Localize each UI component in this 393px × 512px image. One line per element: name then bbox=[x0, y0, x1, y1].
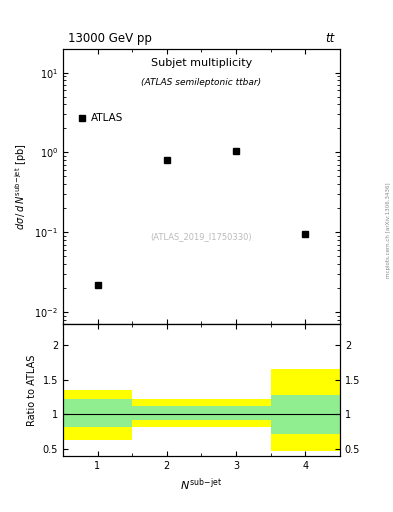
Line: ATLAS: ATLAS bbox=[95, 148, 308, 287]
ATLAS bbox=[95, 282, 100, 288]
ATLAS bbox=[303, 231, 308, 237]
Y-axis label: Ratio to ATLAS: Ratio to ATLAS bbox=[27, 354, 37, 425]
Legend: ATLAS: ATLAS bbox=[73, 109, 128, 127]
ATLAS bbox=[234, 147, 239, 154]
ATLAS bbox=[164, 157, 169, 163]
X-axis label: $N^{\mathsf{sub\!-\!jet}}$: $N^{\mathsf{sub\!-\!jet}}$ bbox=[180, 476, 222, 493]
Y-axis label: $d\sigma\,/\,d\,N^{\mathsf{sub\!-\!jet}}$ [pb]: $d\sigma\,/\,d\,N^{\mathsf{sub\!-\!jet}}… bbox=[13, 143, 29, 230]
Text: tt: tt bbox=[325, 32, 334, 45]
Text: mcplots.cern.ch [arXiv:1306.3436]: mcplots.cern.ch [arXiv:1306.3436] bbox=[386, 183, 391, 278]
Text: (ATLAS semileptonic ttbar): (ATLAS semileptonic ttbar) bbox=[141, 78, 261, 87]
Text: Subjet multiplicity: Subjet multiplicity bbox=[151, 58, 252, 68]
Text: 13000 GeV pp: 13000 GeV pp bbox=[68, 32, 152, 45]
Text: (ATLAS_2019_I1750330): (ATLAS_2019_I1750330) bbox=[151, 231, 252, 241]
